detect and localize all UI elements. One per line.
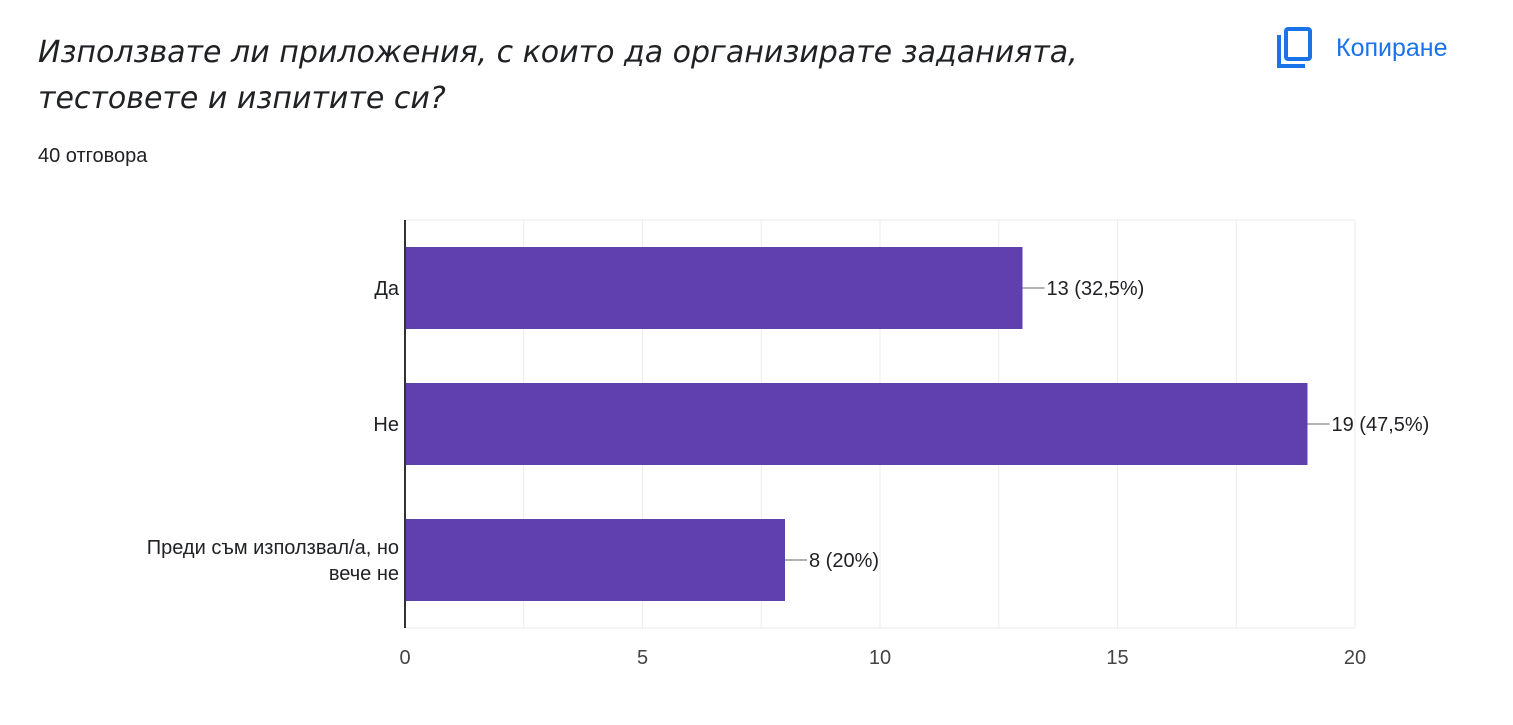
x-tick-label: 20: [1344, 647, 1366, 669]
labels: 13 (32,5%) Да 19 (47,5%) Не 8 (20%) Преди съм…: [147, 278, 1430, 585]
bars: [405, 247, 1308, 601]
bar: [405, 247, 1023, 329]
data-label: 13 (32,5%): [1047, 278, 1145, 300]
bar: [405, 519, 785, 601]
category-label: Не: [373, 414, 399, 436]
bar: [405, 383, 1308, 465]
x-tick-label: 15: [1106, 647, 1128, 669]
copy-button-label: Копиране: [1336, 33, 1448, 62]
axes: 0 5 10 15 20: [399, 220, 1366, 669]
category-label: вече не: [329, 563, 399, 585]
question-title: Използвате ли приложения, с които да орг…: [38, 35, 1078, 116]
data-label: 19 (47,5%): [1332, 414, 1430, 436]
category-label: Преди съм използвал/а, но: [147, 537, 399, 559]
copy-icon: [1274, 26, 1314, 70]
data-label: 8 (20%): [809, 550, 879, 572]
x-tick-label: 10: [869, 647, 891, 669]
x-tick-label: 5: [637, 647, 648, 669]
copy-button[interactable]: Копиране: [1268, 24, 1454, 72]
x-tick-label: 0: [399, 647, 410, 669]
response-count: 40 отговора: [38, 145, 148, 167]
category-label: Да: [374, 278, 400, 300]
